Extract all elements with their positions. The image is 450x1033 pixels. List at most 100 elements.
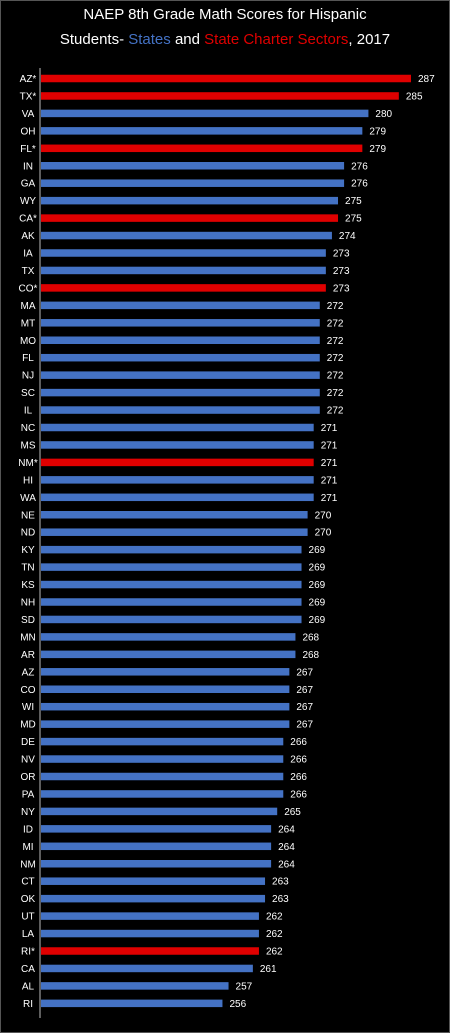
bar-state (41, 249, 326, 257)
bar-state (41, 580, 302, 589)
bar-state (41, 476, 314, 484)
category-label: CT (21, 877, 34, 888)
bar-state (41, 493, 314, 502)
bar-state (41, 877, 266, 885)
category-label: NH (21, 598, 35, 609)
value-label: 271 (321, 458, 338, 469)
bar-state (41, 196, 339, 205)
category-label: FL (22, 353, 34, 364)
category-label: OH (21, 126, 36, 137)
category-label: WA (20, 493, 36, 504)
category-label: RI (23, 999, 33, 1010)
category-label: SD (21, 615, 35, 626)
category-label: CO (21, 685, 36, 696)
category-label: KY (21, 545, 35, 556)
bar-state (41, 633, 296, 641)
bar-state (41, 127, 363, 135)
bar-state (41, 371, 320, 379)
value-label: 266 (290, 737, 307, 748)
value-label: 285 (406, 91, 423, 102)
title-and: and (170, 31, 205, 48)
bar-state (41, 825, 272, 833)
value-label: 270 (315, 528, 332, 539)
value-label: 266 (290, 755, 307, 766)
bar-state (41, 650, 296, 659)
value-label: 267 (296, 702, 313, 713)
value-label: 263 (272, 894, 289, 905)
category-label: NY (21, 807, 35, 818)
bar-state (41, 266, 326, 275)
value-label: 276 (351, 161, 368, 172)
bars-group: AZ* 287 TX* 285 VA 280 OH 279 FL* 279 IN 276 GA 276 WY… (18, 74, 435, 1010)
bar-state (41, 563, 302, 571)
value-label: 272 (327, 406, 344, 417)
value-label: 268 (302, 632, 319, 643)
value-label: 275 (345, 214, 362, 225)
value-label: 275 (345, 196, 362, 207)
bar-state (41, 162, 345, 170)
category-label: OR (21, 772, 36, 783)
bar-state (41, 353, 320, 362)
value-label: 268 (302, 650, 319, 661)
category-label: FL* (20, 144, 36, 155)
bar-state (41, 179, 345, 187)
value-label: 267 (296, 720, 313, 731)
category-label: AK (21, 231, 35, 242)
category-label: MA (21, 301, 36, 312)
bar-state (41, 929, 259, 938)
bar-state (41, 860, 272, 868)
bar-state (41, 388, 320, 397)
title-suffix: , 2017 (348, 31, 391, 48)
category-label: KS (21, 580, 35, 591)
value-label: 266 (290, 789, 307, 800)
value-label: 269 (309, 563, 326, 574)
bar-charter (41, 947, 259, 955)
category-label: ND (21, 528, 35, 539)
bar-state (41, 842, 272, 851)
category-label: CO* (19, 283, 38, 294)
category-label: NM (20, 859, 36, 870)
value-label: 287 (418, 74, 435, 85)
category-label: AZ (22, 667, 35, 678)
value-label: 264 (278, 859, 295, 870)
category-label: ID (23, 824, 33, 835)
chart-title-line1: NAEP 8th Grade Math Scores for Hispanic (83, 6, 367, 23)
bar-state (41, 702, 290, 711)
category-label: HI (23, 475, 33, 486)
value-label: 276 (351, 179, 368, 190)
value-label: 271 (321, 493, 338, 504)
bar-state (41, 319, 320, 327)
value-label: 272 (327, 336, 344, 347)
value-label: 272 (327, 353, 344, 364)
bar-state (41, 336, 320, 344)
category-label: NJ (22, 371, 34, 382)
bar-state (41, 598, 302, 606)
value-label: 274 (339, 231, 356, 242)
value-label: 273 (333, 249, 350, 260)
category-label: IA (23, 249, 33, 260)
value-label: 271 (321, 423, 338, 434)
value-label: 262 (266, 912, 283, 923)
value-label: 279 (369, 126, 386, 137)
bar-state (41, 406, 320, 414)
category-label: CA (21, 964, 35, 975)
bar-state (41, 999, 223, 1008)
bar-state (41, 807, 278, 816)
bar-state (41, 545, 302, 554)
category-label: MS (21, 440, 36, 451)
value-label: 273 (333, 266, 350, 277)
category-label: MN (20, 632, 36, 643)
value-label: 269 (309, 615, 326, 626)
category-label: AZ* (20, 74, 37, 85)
category-label: UT (21, 912, 34, 923)
value-label: 256 (229, 999, 246, 1010)
bar-state (41, 528, 308, 536)
bar-state (41, 423, 314, 432)
bar-state (41, 231, 332, 240)
bar-state (41, 615, 302, 624)
bar-charter (41, 92, 399, 100)
bar-state (41, 737, 284, 746)
bar-charter (41, 74, 411, 83)
category-label: SC (21, 388, 35, 399)
value-label: 269 (309, 545, 326, 556)
